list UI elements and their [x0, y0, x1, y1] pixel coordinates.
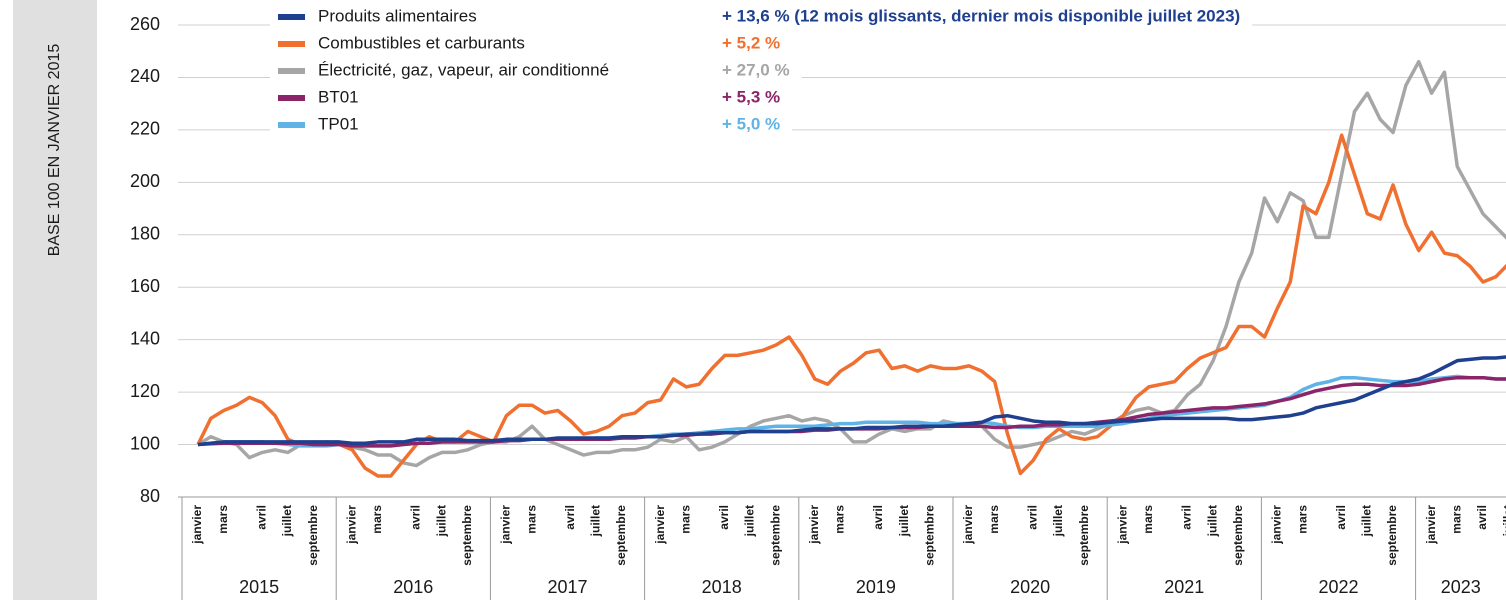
- year-label: 2022: [1318, 577, 1358, 597]
- year-label: 2015: [239, 577, 279, 597]
- x-tick-label: juillet: [897, 505, 911, 537]
- legend-label: TP01: [318, 114, 359, 133]
- y-tick-label: 240: [130, 66, 160, 86]
- year-label: 2019: [856, 577, 896, 597]
- x-tick-label: avril: [254, 505, 268, 530]
- x-tick-label: juillet: [1360, 505, 1374, 537]
- series-line: [197, 59, 1506, 468]
- legend-bg: [270, 85, 793, 111]
- x-tick-label: janvier: [1424, 505, 1438, 545]
- x-tick-label: mars: [833, 505, 847, 534]
- x-tick-label: avril: [1025, 505, 1039, 530]
- x-tick-label: juillet: [589, 505, 603, 537]
- x-tick-label: avril: [1334, 505, 1348, 530]
- year-label: 2020: [1010, 577, 1050, 597]
- y-tick-label: 260: [130, 14, 160, 34]
- series-line: [197, 355, 1506, 447]
- year-label: 2023: [1441, 577, 1481, 597]
- x-tick-label: janvier: [807, 505, 821, 545]
- x-tick-label: mars: [1295, 505, 1309, 534]
- x-tick-label: septembre: [306, 505, 320, 566]
- x-tick-label: avril: [563, 505, 577, 530]
- x-tick-label: avril: [717, 505, 731, 530]
- x-tick-label: mars: [1449, 505, 1463, 534]
- x-tick-label: septembre: [1385, 505, 1399, 566]
- x-tick-label: septembre: [1077, 505, 1091, 566]
- legend: Produits alimentaires + 13,6 % (12 mois g…: [270, 4, 1253, 138]
- ylabel-box: [13, 0, 97, 600]
- y-tick-label: 200: [130, 171, 160, 191]
- y-tick-label: 100: [130, 433, 160, 453]
- legend-label: Produits alimentaires: [318, 6, 477, 25]
- y-tick-label: 140: [130, 328, 160, 348]
- year-label: 2018: [702, 577, 742, 597]
- x-tick-label: janvier: [1115, 505, 1129, 545]
- legend-label: BT01: [318, 87, 359, 106]
- x-tick-label: juillet: [280, 505, 294, 537]
- x-tick-label: septembre: [614, 505, 628, 566]
- x-tick-label: mars: [216, 505, 230, 534]
- x-tick-label: juillet: [1205, 505, 1219, 537]
- y-tick-label: 180: [130, 224, 160, 244]
- legend-bg: [270, 4, 1253, 30]
- y-tick-label: 80: [140, 486, 160, 506]
- x-tick-label: juillet: [434, 505, 448, 537]
- x-tick-label: janvier: [961, 505, 975, 545]
- legend-label: Électricité, gaz, vapeur, air conditionn…: [318, 60, 609, 79]
- x-tick-label: avril: [871, 505, 885, 530]
- y-axis-label: BASE 100 EN JANVIER 2015: [46, 44, 63, 257]
- x-tick-label: juillet: [743, 505, 757, 537]
- x-tick-label: janvier: [190, 505, 204, 545]
- x-tick-label: avril: [1475, 505, 1489, 530]
- legend-bg: [270, 31, 793, 57]
- legend-change: + 5,0 %: [722, 114, 780, 133]
- x-tick-label: septembre: [460, 505, 474, 566]
- legend-bg: [270, 58, 802, 84]
- legend-change: + 5,2 %: [722, 33, 780, 52]
- x-tick-label: septembre: [768, 505, 782, 566]
- legend-change: + 27,0 %: [722, 60, 790, 79]
- x-tick-label: mars: [1141, 505, 1155, 534]
- x-tick-label: juillet: [1051, 505, 1065, 537]
- x-tick-label: mars: [678, 505, 692, 534]
- x-tick-label: janvier: [1270, 505, 1284, 545]
- legend-change: + 13,6 % (12 mois glissants, dernier moi…: [722, 6, 1240, 25]
- year-label: 2017: [547, 577, 587, 597]
- year-label: 2016: [393, 577, 433, 597]
- x-tick-label: mars: [370, 505, 384, 534]
- x-tick-label: avril: [409, 505, 423, 530]
- year-label: 2021: [1164, 577, 1204, 597]
- x-tick-label: janvier: [344, 505, 358, 545]
- x-tick-label: septembre: [1231, 505, 1245, 566]
- legend-bg: [270, 112, 793, 138]
- x-tick-label: janvier: [499, 505, 513, 545]
- legend-label: Combustibles et carburants: [318, 33, 525, 52]
- x-tick-label: avril: [1180, 505, 1194, 530]
- x-tick-label: juillet: [1501, 505, 1506, 537]
- x-tick-label: mars: [987, 505, 1001, 534]
- x-tick-label: janvier: [653, 505, 667, 545]
- y-tick-label: 160: [130, 276, 160, 296]
- legend-change: + 5,3 %: [722, 87, 780, 106]
- x-tick-label: mars: [524, 505, 538, 534]
- y-tick-label: 120: [130, 381, 160, 401]
- y-tick-label: 220: [130, 119, 160, 139]
- x-tick-label: septembre: [923, 505, 937, 566]
